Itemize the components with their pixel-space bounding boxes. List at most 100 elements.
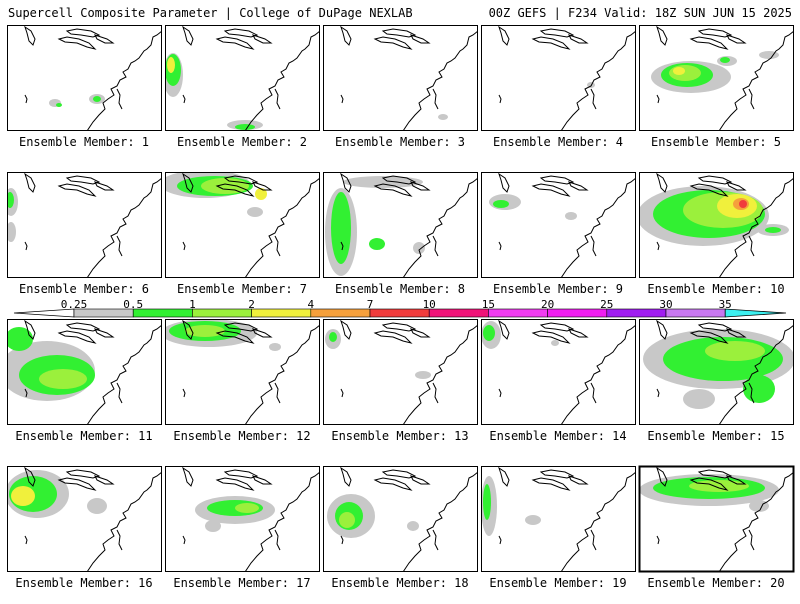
lake-outline bbox=[65, 175, 101, 185]
ensemble-member-label: Ensemble Member: 11 bbox=[15, 429, 153, 443]
lake-outline bbox=[215, 183, 255, 197]
river-outline bbox=[656, 241, 660, 251]
lake-outline bbox=[726, 475, 747, 485]
colorbar-segment bbox=[192, 308, 252, 318]
ensemble-member-label: Ensemble Member: 2 bbox=[176, 135, 308, 149]
colorbar-tick-label: 7 bbox=[366, 298, 374, 311]
river-outline bbox=[182, 241, 186, 251]
coastline bbox=[590, 382, 597, 404]
scp-contour bbox=[7, 192, 14, 208]
lake-outline bbox=[182, 172, 194, 193]
colorbar-tick-label: 10 bbox=[422, 298, 436, 311]
lake-outline bbox=[24, 25, 36, 46]
lake-outline bbox=[539, 28, 575, 38]
lake-outline bbox=[697, 175, 733, 185]
lake-outline bbox=[689, 36, 729, 50]
coastline bbox=[402, 177, 478, 278]
lake-outline bbox=[373, 477, 413, 491]
colorbar-segment bbox=[369, 308, 430, 318]
coastline bbox=[718, 177, 794, 278]
coastline bbox=[748, 88, 755, 110]
ensemble-panel bbox=[165, 25, 320, 131]
ensemble-member-label: Ensemble Member: 1 bbox=[18, 135, 150, 149]
ensemble-member-label: Ensemble Member: 5 bbox=[650, 135, 782, 149]
ensemble-panel bbox=[481, 319, 636, 425]
scp-contour bbox=[369, 238, 385, 250]
lake-outline bbox=[215, 330, 255, 344]
coastline bbox=[748, 529, 755, 551]
panel-border bbox=[481, 25, 636, 131]
panel-border bbox=[481, 319, 636, 425]
colorbar-segment bbox=[310, 308, 371, 318]
lake-outline bbox=[410, 181, 431, 191]
lake-outline bbox=[215, 36, 255, 50]
river-outline bbox=[656, 94, 660, 104]
scp-contour bbox=[551, 340, 559, 346]
scp-contour bbox=[739, 200, 747, 208]
scp-contour bbox=[235, 124, 255, 130]
ensemble-member-label: Ensemble Member: 3 bbox=[334, 135, 466, 149]
scp-contour bbox=[167, 57, 175, 73]
scp-contour bbox=[689, 480, 749, 492]
river-outline bbox=[498, 94, 502, 104]
lake-outline bbox=[340, 319, 352, 340]
colorbar-segment bbox=[251, 308, 312, 318]
scp-contour bbox=[720, 57, 730, 63]
scp-contour bbox=[7, 327, 33, 351]
ensemble-member-label: Ensemble Member: 9 bbox=[492, 282, 624, 296]
title-left: Supercell Composite Parameter | College … bbox=[8, 6, 413, 20]
coastline bbox=[116, 529, 123, 551]
scp-contour bbox=[743, 375, 775, 403]
lake-outline bbox=[498, 319, 510, 340]
panel-border bbox=[323, 319, 478, 425]
ensemble-panel bbox=[165, 466, 320, 572]
panel-border bbox=[639, 25, 794, 131]
river-outline bbox=[498, 388, 502, 398]
coastline bbox=[590, 235, 597, 257]
ensemble-member-label: Ensemble Member: 4 bbox=[492, 135, 624, 149]
ensemble-panel bbox=[323, 466, 478, 572]
coastline bbox=[560, 471, 636, 572]
panel-border bbox=[323, 25, 478, 131]
lake-outline bbox=[531, 36, 571, 50]
scp-contour bbox=[683, 389, 715, 409]
ensemble-panel bbox=[323, 25, 478, 131]
coastline bbox=[718, 471, 794, 572]
panel-border bbox=[165, 172, 320, 278]
lake-outline bbox=[94, 34, 115, 44]
lake-outline bbox=[94, 181, 115, 191]
panel-border bbox=[7, 172, 162, 278]
lake-outline bbox=[373, 330, 413, 344]
river-outline bbox=[340, 535, 344, 545]
lake-outline bbox=[531, 330, 571, 344]
scp-contour bbox=[185, 325, 225, 337]
lake-outline bbox=[381, 322, 417, 332]
lake-outline bbox=[498, 25, 510, 46]
river-outline bbox=[656, 535, 660, 545]
ensemble-panel bbox=[638, 465, 795, 573]
coastline bbox=[402, 324, 478, 425]
scp-contour bbox=[413, 242, 425, 254]
river-outline bbox=[182, 388, 186, 398]
lake-outline bbox=[65, 469, 101, 479]
lake-outline bbox=[568, 34, 589, 44]
lake-outline bbox=[726, 328, 747, 338]
lake-outline bbox=[726, 181, 747, 191]
ensemble-panel bbox=[639, 25, 794, 131]
ensemble-panel bbox=[7, 25, 162, 131]
river-outline bbox=[340, 241, 344, 251]
lake-outline bbox=[65, 28, 101, 38]
lake-outline bbox=[498, 172, 510, 193]
ensemble-member-label: Ensemble Member: 16 bbox=[15, 576, 153, 590]
lake-outline bbox=[57, 477, 97, 491]
colorbar-tick-label: 0.25 bbox=[60, 298, 88, 311]
lake-outline bbox=[57, 183, 97, 197]
ensemble-member-label: Ensemble Member: 17 bbox=[173, 576, 311, 590]
scp-contour bbox=[343, 176, 423, 188]
coastline bbox=[718, 30, 794, 131]
coastline bbox=[590, 88, 597, 110]
scp-contour bbox=[56, 103, 62, 107]
ensemble-panel bbox=[7, 172, 162, 278]
coastline bbox=[244, 324, 320, 425]
lake-outline bbox=[182, 466, 194, 487]
